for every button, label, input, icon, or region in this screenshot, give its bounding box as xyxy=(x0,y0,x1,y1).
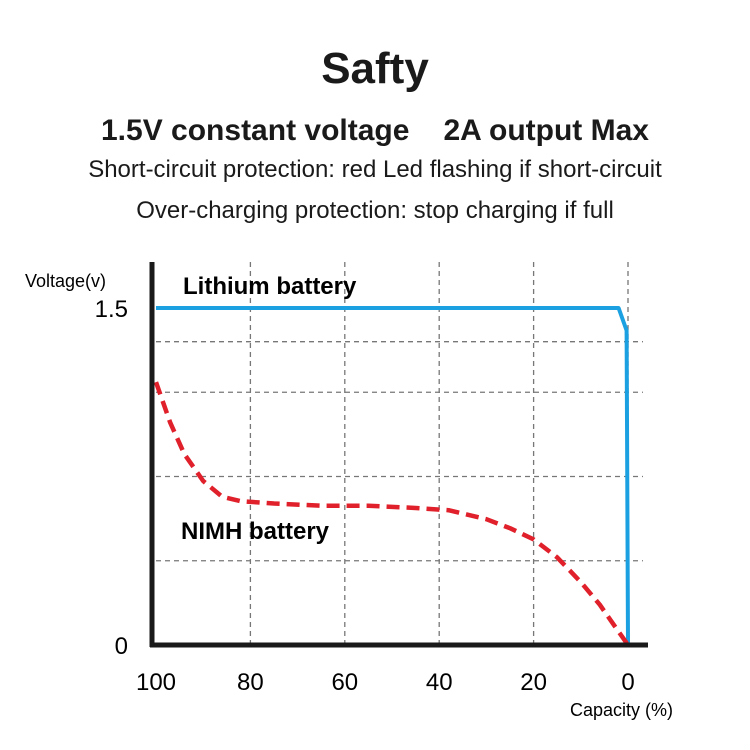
series-line-nimh xyxy=(153,381,630,647)
series-line-lithium xyxy=(156,306,630,646)
page-title: Safty xyxy=(321,44,429,93)
series-label-nimh: NIMH battery xyxy=(181,518,330,545)
y-tick-label: 1.5 xyxy=(95,296,128,323)
y-axis-label: Voltage(v) xyxy=(25,271,106,291)
ticks: 100 80 60 40 20 0 1.5 0 xyxy=(95,296,635,696)
x-tick-label: 60 xyxy=(331,669,358,696)
series-lines xyxy=(153,306,630,647)
grid xyxy=(156,262,643,645)
short-circuit-note: Short-circuit protection: red Led flashi… xyxy=(88,156,662,183)
series-label-lithium: Lithium battery xyxy=(183,273,357,300)
over-charging-note: Over-charging protection: stop charging … xyxy=(136,197,614,224)
subtitle-voltage: 1.5V constant voltage xyxy=(101,114,410,147)
x-tick-label: 100 xyxy=(136,669,176,696)
axes xyxy=(149,262,648,648)
subtitle: 1.5V constant voltage 2A output Max xyxy=(0,114,750,148)
subtitle-output: 2A output Max xyxy=(443,114,649,147)
x-tick-label: 20 xyxy=(520,669,547,696)
x-axis-label: Capacity (%) xyxy=(570,700,673,720)
x-tick-label: 40 xyxy=(426,669,453,696)
x-tick-label: 80 xyxy=(237,669,264,696)
chart-labels: Voltage(v) Capacity (%) Lithium battery … xyxy=(25,271,673,720)
y-tick-label: 0 xyxy=(115,633,128,660)
x-tick-label: 0 xyxy=(621,669,634,696)
